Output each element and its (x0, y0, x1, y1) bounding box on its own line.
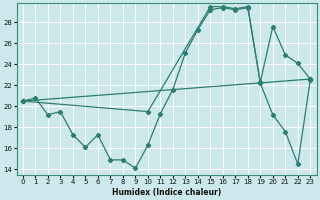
X-axis label: Humidex (Indice chaleur): Humidex (Indice chaleur) (112, 188, 221, 197)
